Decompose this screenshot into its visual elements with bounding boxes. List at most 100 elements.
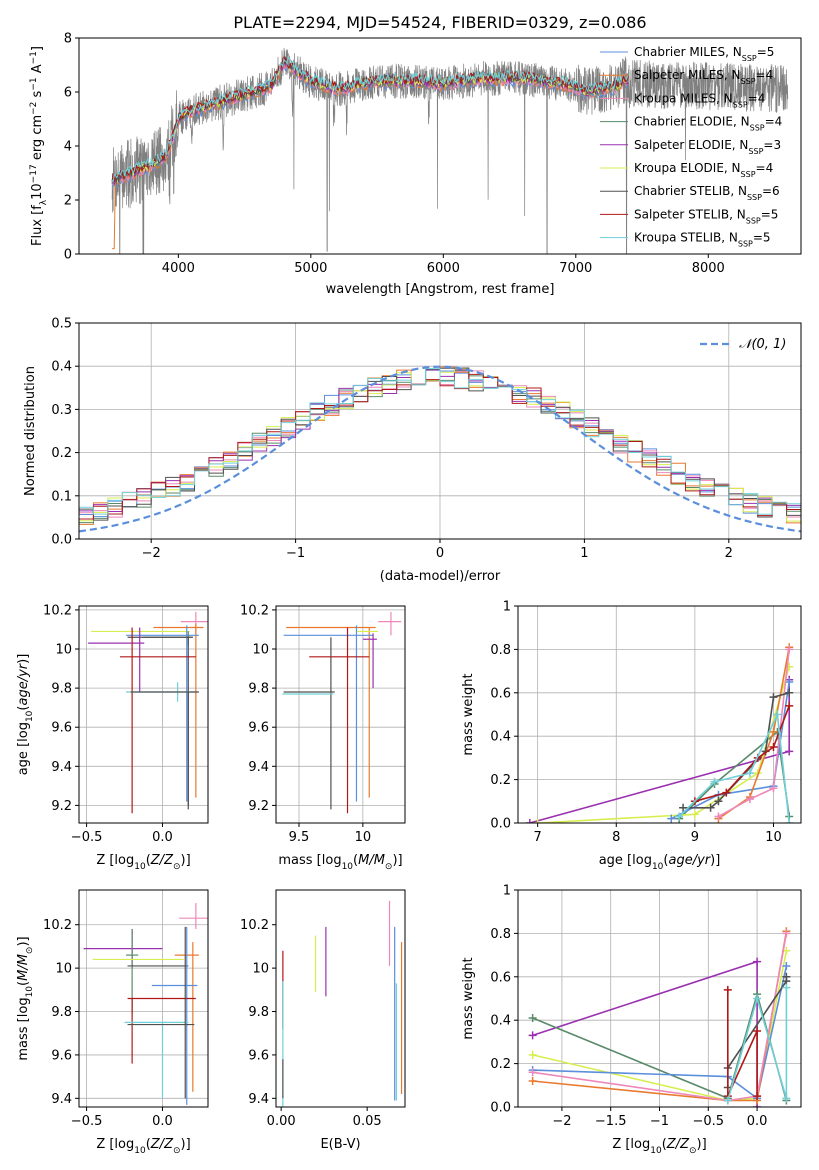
marker-chabrier_miles [667,814,676,823]
legend-entry-chabrier_elodie: Chabrier ELODIE, NSSP=4 [634,115,782,133]
y-axis-label: mass weight [461,673,476,755]
legend-label: Kroupa MILES, N [634,91,733,105]
legend-sub: SSP [747,193,762,202]
x-axis-label-part: )] [392,853,402,868]
normal-curve [79,365,801,533]
model-line-kroupa_stelib [111,55,629,183]
y-axis-label-part: ⊙ [25,947,35,955]
legend-label: Chabrier MILES, N [634,45,742,59]
y-tick-label: 0.0 [490,817,511,832]
x-tick-label: −2 [142,546,161,561]
marker-salpeter_stelib [722,788,731,797]
y-tick-label: 9.6 [248,721,269,736]
series-kroupa_miles [532,933,788,1102]
y-axis-label-part: λ [39,199,49,205]
x-axis-label: Z [log10(Z/Z⊙)] [96,853,190,872]
y-tick-label: 9.2 [248,799,269,814]
x-axis-label-part: Z/Z [150,853,174,868]
x-axis-label-part: 10 [134,862,146,872]
y-tick-label: 10.2 [240,603,269,618]
marker-kroupa_elodie [690,810,699,819]
marker-kroupa_elodie [533,819,542,823]
x-axis-label-part: ( [146,1137,151,1152]
y-tick-label: 9.6 [51,721,72,736]
y-axis-label-part: 10 [25,986,35,998]
x-axis-label-part: ( [146,853,151,868]
axes-frame [78,605,209,824]
plot-area-age_vs_mass [282,611,402,814]
x-axis-label-part: )] [710,853,720,868]
marker-kroupa_miles [782,929,791,938]
y-axis-label-part: mass weight [461,673,476,755]
x-tick-label: −1.5 [595,1114,627,1129]
marker-salpeter_stelib [723,985,732,994]
marker-kroupa_stelib [723,1096,732,1105]
y-axis-label-part: mass [log [16,997,31,1060]
plot-area-mass_vs_ebv [282,900,403,1107]
y-axis-label-part: s [30,90,45,101]
x-axis-label-part: ⊙ [173,1146,181,1156]
legend-value: =4 [756,68,774,82]
marker-salpeter_elodie [528,1031,537,1040]
y-tick-label: 0.6 [490,686,511,701]
y-axis-label-part: ] [30,46,45,51]
marker-salpeter_elodie [785,747,794,756]
y-tick-label: 10 [252,643,269,658]
axes-frame [78,889,209,1108]
plot-area-age_vs_Z [88,611,208,814]
y-axis-label-part: erg cm [30,115,45,164]
y-axis-label-part: M/M [16,954,31,981]
marker-chabrier_stelib [785,688,794,697]
y-axis-label-part: Flux [f [30,205,45,246]
marker-salpeter_stelib [769,743,778,752]
y-tick-label: 9.8 [248,1005,269,1020]
marker-chabrier_stelib [714,797,723,806]
x-axis-label: (data-model)/error [380,569,501,584]
x-axis-label-part: mass [log [278,853,341,868]
marker-kroupa_stelib [782,983,791,992]
x-axis-label-part: M/M [358,853,385,868]
plot-area-massweight_vs_Z [528,927,791,1107]
x-axis-label-part: Z [log [612,1137,650,1152]
marker-kroupa_stelib [753,994,762,1003]
x-tick-label: −0.5 [71,830,103,845]
x-axis-label: Z [log10(Z/Z⊙)] [612,1137,706,1156]
x-tick-label: 0.00 [267,1114,296,1129]
legend-value: =6 [762,184,780,198]
x-tick-label: 8 [612,830,620,845]
x-axis-label-part: Z/Z [666,1137,690,1152]
legend-label: Salpeter ELODIE, N [634,138,748,152]
axes-frame [275,889,406,1108]
x-tick-label: 7000 [559,261,592,276]
legend-entry-salpeter_stelib: Salpeter STELIB, NSSP=5 [634,207,778,225]
plots-layer: 4000 5000 6000 7000 8000 0 2 4 6 8 wavelength [Ang… [16,32,802,1156]
legend-label: Kroupa STELIB, N [634,231,738,245]
x-axis-label-part: )] [181,853,191,868]
legend-value: =3 [763,138,781,152]
legend-sub: SSP [748,146,763,155]
legend-entry-chabrier_miles: Chabrier MILES, NSSP=5 [634,45,774,63]
panel-residuals: −2 −1 0 1 2 0.0 0.1 0.2 0.3 0.4 0.5 (data-model)/er… [23,317,802,584]
y-axis-label-part: −2 [29,102,39,115]
y-tick-label: 0.8 [490,643,511,658]
panel-spectrum: 4000 5000 6000 7000 8000 0 2 4 6 8 wavelength [Ang… [29,32,802,297]
x-tick-label: −1 [286,546,305,561]
legend-label: Kroupa ELODIE, N [634,161,741,175]
y-axis-label-part: −1 [29,77,39,90]
series-salpeter_elodie [532,960,758,1107]
marker-chabrier_elodie [528,1014,537,1023]
y-axis-label: Normed distribution [23,366,38,496]
marker-kroupa_miles [769,784,778,793]
x-axis-label-part: )] [181,1137,191,1152]
x-axis-label-part: 10 [650,1146,662,1156]
y-tick-label: 4 [64,140,72,155]
y-tick-label: 0.6 [490,970,511,985]
marker-salpeter_stelib [753,1092,762,1101]
marker-kroupa_miles [745,795,754,804]
x-axis-label-part: )] [697,1137,707,1152]
x-tick-label: −0.5 [693,1114,725,1129]
